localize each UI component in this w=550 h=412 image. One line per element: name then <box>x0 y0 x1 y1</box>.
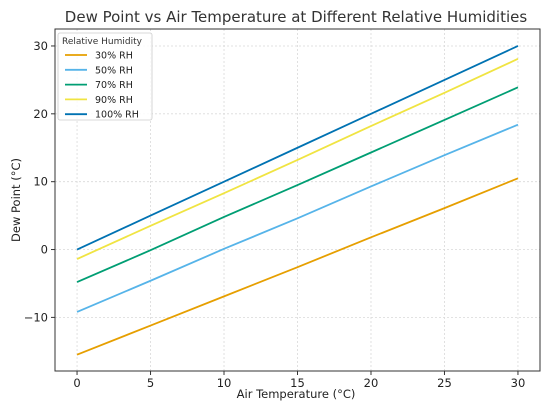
x-tick-label: 10 <box>217 376 232 390</box>
series-line-30-rh <box>76 177 519 356</box>
y-axis-label: Dew Point (°C) <box>9 158 23 242</box>
y-tick-label: 20 <box>33 107 48 121</box>
axis-ticks: 0 5 10 15 20 25 30 −10 0 10 20 30 <box>24 39 526 390</box>
x-tick-label: 0 <box>73 376 80 390</box>
x-tick-label: 30 <box>511 376 526 390</box>
series-line-70-rh <box>76 86 519 283</box>
grid <box>55 29 540 371</box>
y-tick-label: 30 <box>33 39 48 53</box>
legend-label: 100% RH <box>95 110 139 121</box>
x-tick-label: 5 <box>147 376 154 390</box>
legend-label: 70% RH <box>95 80 133 91</box>
series-line-50-rh <box>76 123 519 313</box>
legend-label: 30% RH <box>95 51 133 62</box>
y-tick-label: 0 <box>41 243 48 257</box>
legend-label: 50% RH <box>95 65 133 76</box>
legend-title: Relative Humidity <box>62 37 143 47</box>
series-line-100-rh <box>76 45 519 251</box>
x-tick-label: 20 <box>364 376 379 390</box>
x-tick-label: 15 <box>290 376 305 390</box>
x-tick-label: 25 <box>437 376 452 390</box>
chart-title: Dew Point vs Air Temperature at Differen… <box>65 8 528 26</box>
legend: Relative Humidity 30% RH 50% RH 70% RH 90% … <box>57 32 153 121</box>
series-line-90-rh <box>76 58 519 260</box>
x-axis-label: Air Temperature (°C) <box>237 387 356 401</box>
plot-series <box>76 45 519 356</box>
y-tick-label: 10 <box>33 175 48 189</box>
legend-label: 90% RH <box>95 95 133 106</box>
y-tick-label: −10 <box>24 310 48 324</box>
